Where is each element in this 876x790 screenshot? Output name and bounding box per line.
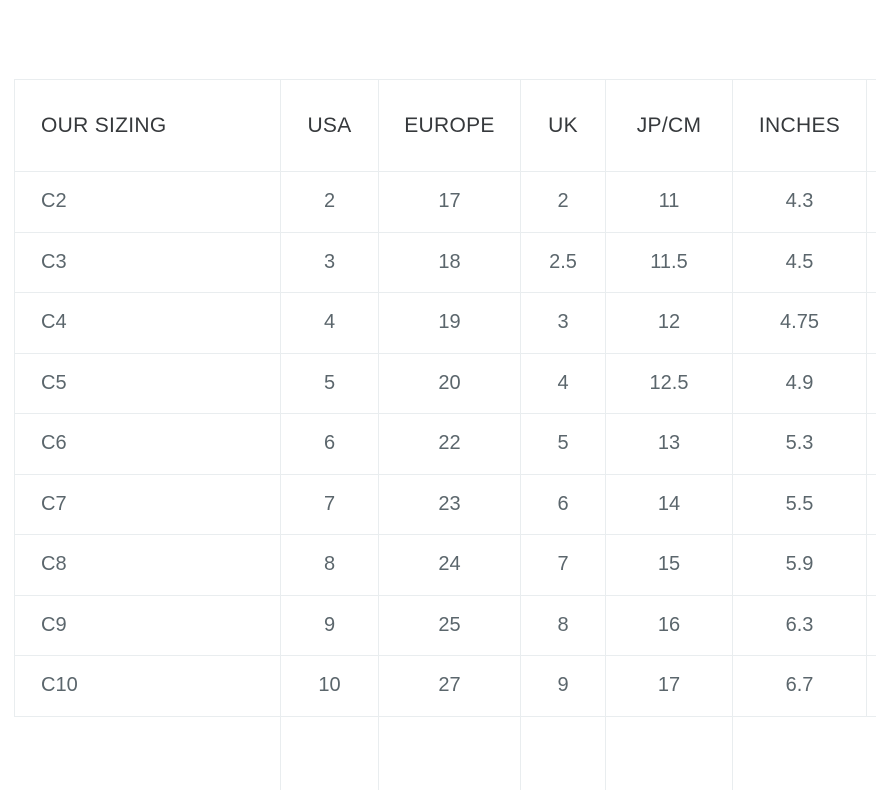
cell-inches: 4.3 (733, 172, 867, 233)
cell-europe: 23 (379, 474, 521, 535)
cell-europe: 27 (379, 656, 521, 717)
cell-our-sizing (14, 716, 281, 790)
cell-clipped (867, 656, 876, 717)
cell-jp-cm: 12 (606, 293, 733, 354)
cell-jp-cm: 12.5 (606, 353, 733, 414)
cell-europe (379, 716, 521, 790)
cell-usa: 6 (281, 414, 379, 475)
size-chart-body: C2 2 17 2 11 4.3 C3 3 18 2.5 11.5 4.5 C4 4 19 3 12 4.75 C5… (14, 172, 876, 790)
cell-clipped (867, 172, 876, 233)
cell-jp-cm: 13 (606, 414, 733, 475)
cell-inches: 4.75 (733, 293, 867, 354)
size-chart-table: OUR SIZING USA EUROPE UK JP/CM INCHES C2 2 17 2 1… (14, 79, 876, 790)
cell-uk: 3 (521, 293, 606, 354)
table-row: C6 6 22 5 13 5.3 (14, 414, 876, 475)
cell-usa: 10 (281, 656, 379, 717)
cell-usa: 5 (281, 353, 379, 414)
table-row: C4 4 19 3 12 4.75 (14, 293, 876, 354)
cell-europe: 24 (379, 535, 521, 596)
cell-clipped (867, 353, 876, 414)
cell-our-sizing: C5 (14, 353, 281, 414)
cell-inches (733, 716, 867, 790)
cell-europe: 17 (379, 172, 521, 233)
cell-uk: 9 (521, 656, 606, 717)
cell-our-sizing: C7 (14, 474, 281, 535)
cell-jp-cm: 15 (606, 535, 733, 596)
size-chart-scroll-area[interactable]: OUR SIZING USA EUROPE UK JP/CM INCHES C2 2 17 2 1… (14, 79, 876, 790)
cell-inches: 5.3 (733, 414, 867, 475)
cell-our-sizing: C6 (14, 414, 281, 475)
cell-uk: 8 (521, 595, 606, 656)
cell-uk: 2.5 (521, 232, 606, 293)
cell-our-sizing: C3 (14, 232, 281, 293)
cell-europe: 18 (379, 232, 521, 293)
table-row: C10 10 27 9 17 6.7 (14, 656, 876, 717)
table-row: C9 9 25 8 16 6.3 (14, 595, 876, 656)
cell-inches: 4.9 (733, 353, 867, 414)
cell-clipped (867, 474, 876, 535)
table-row: C7 7 23 6 14 5.5 (14, 474, 876, 535)
cell-jp-cm: 11 (606, 172, 733, 233)
cell-europe: 20 (379, 353, 521, 414)
cell-usa: 4 (281, 293, 379, 354)
cell-uk (521, 716, 606, 790)
cell-uk: 4 (521, 353, 606, 414)
cell-usa (281, 716, 379, 790)
table-row: C8 8 24 7 15 5.9 (14, 535, 876, 596)
cell-usa: 3 (281, 232, 379, 293)
cell-inches: 4.5 (733, 232, 867, 293)
cell-clipped (867, 232, 876, 293)
cell-uk: 5 (521, 414, 606, 475)
cell-clipped (867, 595, 876, 656)
cell-clipped (867, 716, 876, 790)
cell-jp-cm: 11.5 (606, 232, 733, 293)
cell-europe: 25 (379, 595, 521, 656)
cell-our-sizing: C10 (14, 656, 281, 717)
table-row: C2 2 17 2 11 4.3 (14, 172, 876, 233)
cell-our-sizing: C8 (14, 535, 281, 596)
partial-empty-row (14, 716, 876, 790)
cell-jp-cm: 16 (606, 595, 733, 656)
column-header-europe: EUROPE (379, 79, 521, 172)
cell-inches: 5.9 (733, 535, 867, 596)
cell-clipped (867, 535, 876, 596)
cell-inches: 6.7 (733, 656, 867, 717)
cell-europe: 22 (379, 414, 521, 475)
size-chart-header: OUR SIZING USA EUROPE UK JP/CM INCHES (14, 79, 876, 172)
cell-jp-cm (606, 716, 733, 790)
cell-europe: 19 (379, 293, 521, 354)
cell-inches: 6.3 (733, 595, 867, 656)
cell-clipped (867, 414, 876, 475)
cell-usa: 7 (281, 474, 379, 535)
cell-uk: 6 (521, 474, 606, 535)
header-row: OUR SIZING USA EUROPE UK JP/CM INCHES (14, 79, 876, 172)
cell-inches: 5.5 (733, 474, 867, 535)
table-row: C5 5 20 4 12.5 4.9 (14, 353, 876, 414)
column-header-inches: INCHES (733, 79, 867, 172)
cell-usa: 2 (281, 172, 379, 233)
cell-usa: 8 (281, 535, 379, 596)
column-header-jp-cm: JP/CM (606, 79, 733, 172)
column-header-our-sizing: OUR SIZING (14, 79, 281, 172)
cell-jp-cm: 14 (606, 474, 733, 535)
cell-jp-cm: 17 (606, 656, 733, 717)
column-header-uk: UK (521, 79, 606, 172)
column-header-clipped (867, 79, 876, 172)
column-header-usa: USA (281, 79, 379, 172)
cell-clipped (867, 293, 876, 354)
cell-our-sizing: C2 (14, 172, 281, 233)
cell-usa: 9 (281, 595, 379, 656)
cell-our-sizing: C9 (14, 595, 281, 656)
cell-uk: 7 (521, 535, 606, 596)
table-row: C3 3 18 2.5 11.5 4.5 (14, 232, 876, 293)
cell-uk: 2 (521, 172, 606, 233)
cell-our-sizing: C4 (14, 293, 281, 354)
